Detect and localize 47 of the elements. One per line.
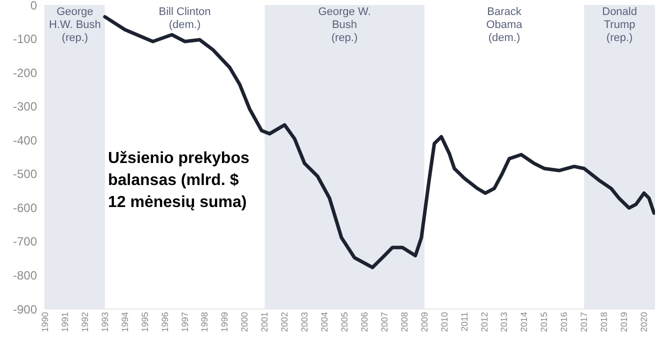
x-tick-label: 2019: [619, 312, 630, 332]
y-tick-label: -600: [12, 200, 38, 215]
x-tick-label: 1996: [160, 312, 170, 332]
x-tick-label: 1999: [220, 312, 230, 332]
x-tick-label: 2009: [419, 312, 430, 332]
x-tick-label: 1994: [120, 312, 130, 332]
x-tick-label: 1998: [200, 312, 210, 332]
x-tick-label: 2020: [639, 312, 650, 332]
x-tick-label: 2012: [479, 312, 490, 332]
y-tick-label: 0: [30, 0, 38, 12]
x-tick-label: 2001: [260, 312, 270, 332]
y-tick-label: -900: [12, 302, 38, 316]
y-tick-label: -200: [12, 66, 38, 80]
band-label: Donald Trump (rep.): [602, 6, 637, 44]
y-tick-label: -800: [12, 268, 38, 282]
x-tick-label: 2002: [280, 312, 290, 332]
x-tick-label: 1997: [180, 312, 190, 332]
x-tick-label: 2016: [559, 312, 570, 332]
x-tick-label: 2013: [499, 312, 510, 332]
x-tick-label: 2003: [300, 312, 310, 332]
annotation: Užsienio prekybos balansas (mlrd. $ 12 mėnesių suma): [108, 149, 250, 213]
y-tick-label: -300: [12, 100, 38, 114]
band-label: George W. Bush (rep.): [318, 6, 371, 44]
x-tick-label: 2004: [320, 312, 330, 332]
annotation: Barack Obama (dem.): [486, 6, 524, 44]
x-tick-label: 2010: [439, 312, 450, 332]
y-tick-label: -500: [12, 167, 38, 182]
y-tick-label: -100: [12, 32, 38, 46]
x-tick-label: 2007: [379, 312, 390, 332]
x-tick-label: 2005: [340, 312, 350, 332]
x-tick-label: 2008: [399, 312, 410, 332]
x-tick-label: 2011: [459, 312, 470, 332]
x-tick-label: 1991: [60, 312, 70, 332]
x-tick-label: 2017: [579, 312, 590, 332]
y-tick-label: -400: [12, 133, 38, 148]
x-tick-label: 1992: [80, 312, 90, 332]
band-label: George H.W. Bush (rep.): [48, 6, 101, 44]
x-tick-label: 1990: [40, 312, 50, 332]
x-tick-label: 1993: [100, 312, 110, 332]
x-tick-label: 2014: [519, 312, 530, 332]
x-tick-label: 2015: [539, 312, 550, 332]
x-tick-label: 2000: [240, 312, 250, 332]
x-tick-label: 2018: [599, 312, 610, 332]
x-tick-label: 2006: [359, 312, 370, 332]
x-tick-label: 1995: [140, 312, 150, 332]
annotation: Bill Clinton (dem.): [158, 6, 211, 31]
y-tick-label: -700: [12, 234, 38, 249]
